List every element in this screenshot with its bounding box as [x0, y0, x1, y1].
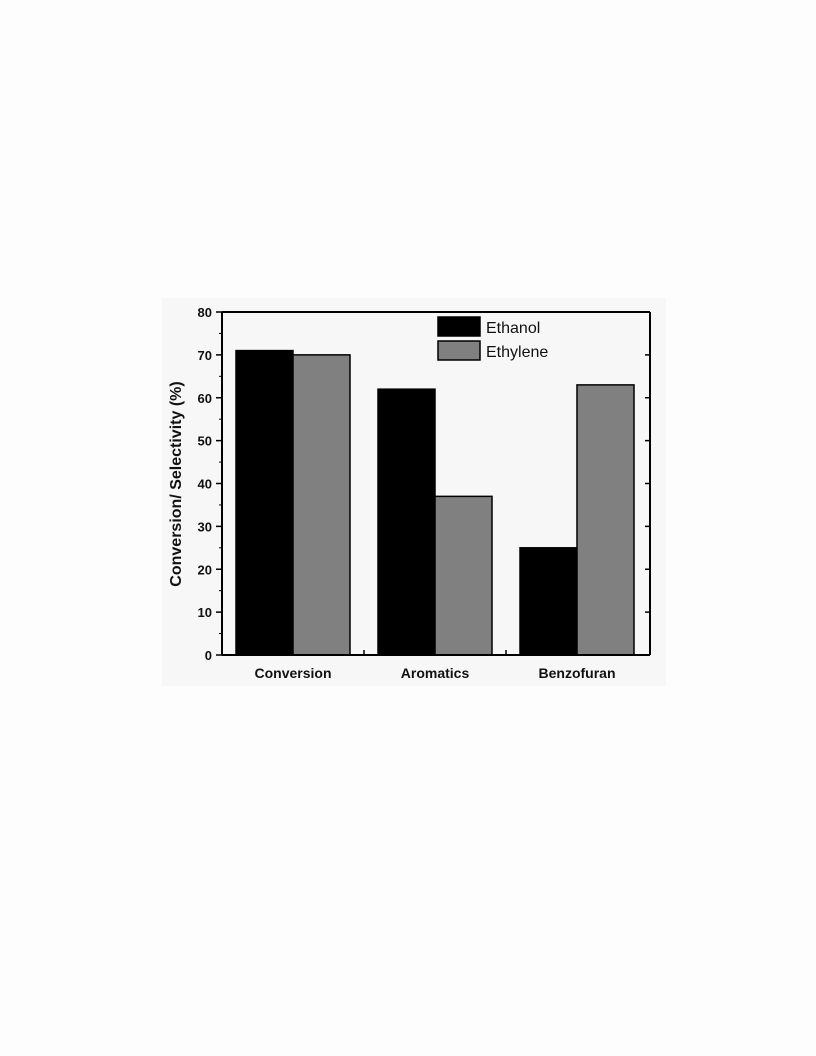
legend-swatch-ethylene: [437, 340, 481, 361]
plot-area: 0 10 20 30 40 50 60 70 80 Conversion Aromatics Benz…: [198, 305, 651, 681]
y-tick-label-0: 0: [205, 648, 212, 663]
x-tick-label-benzofuran: Benzofuran: [539, 665, 616, 681]
legend-label-ethanol: Ethanol: [486, 320, 540, 337]
y-tick-label-40: 40: [198, 477, 212, 492]
legend-swatch-ethanol: [437, 316, 481, 337]
legend: Ethanol Ethylene: [437, 316, 548, 361]
y-tick-label-20: 20: [198, 562, 212, 577]
legend-label-ethylene: Ethylene: [486, 344, 548, 361]
y-tick-label-60: 60: [198, 391, 212, 406]
x-tick-label-aromatics: Aromatics: [401, 665, 470, 681]
y-tick-label-50: 50: [198, 434, 212, 449]
bar-ethylene-benzofuran: [576, 384, 635, 656]
bar-ethanol-benzofuran: [519, 547, 578, 656]
y-tick-label-30: 30: [198, 519, 212, 534]
y-tick-label-80: 80: [198, 305, 212, 320]
y-tick-label-70: 70: [198, 348, 212, 363]
x-tick-label-conversion: Conversion: [254, 665, 331, 681]
bar-ethylene-conversion: [292, 354, 351, 656]
y-tick-label-10: 10: [198, 605, 212, 620]
bar-ethanol-aromatics: [377, 388, 436, 656]
bar-ethanol-conversion: [235, 349, 294, 656]
y-axis-title: Conversion/ Selectivity (%): [168, 381, 185, 586]
bar-ethylene-aromatics: [434, 495, 493, 656]
